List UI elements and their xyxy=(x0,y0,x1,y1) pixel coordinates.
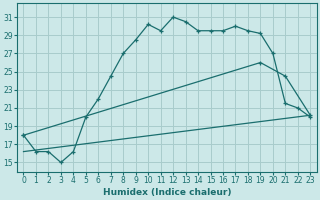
X-axis label: Humidex (Indice chaleur): Humidex (Indice chaleur) xyxy=(103,188,231,197)
